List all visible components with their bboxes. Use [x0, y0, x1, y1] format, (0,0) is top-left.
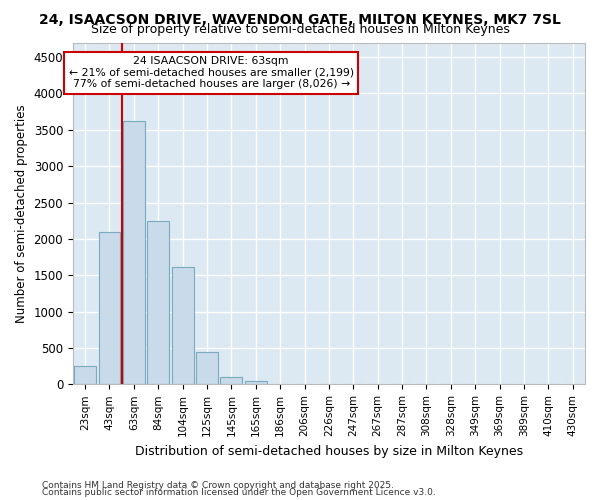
Bar	[147, 222, 169, 384]
Bar	[220, 377, 242, 384]
Bar	[74, 366, 96, 384]
Text: 24 ISAACSON DRIVE: 63sqm
← 21% of semi-detached houses are smaller (2,199)
77% o: 24 ISAACSON DRIVE: 63sqm ← 21% of semi-d…	[68, 56, 354, 90]
Text: Size of property relative to semi-detached houses in Milton Keynes: Size of property relative to semi-detach…	[91, 22, 509, 36]
Bar	[98, 232, 121, 384]
Bar	[196, 352, 218, 384]
Text: Contains HM Land Registry data © Crown copyright and database right 2025.: Contains HM Land Registry data © Crown c…	[42, 480, 394, 490]
Y-axis label: Number of semi-detached properties: Number of semi-detached properties	[15, 104, 28, 322]
X-axis label: Distribution of semi-detached houses by size in Milton Keynes: Distribution of semi-detached houses by …	[135, 444, 523, 458]
Bar	[245, 380, 267, 384]
Bar	[172, 266, 194, 384]
Text: 24, ISAACSON DRIVE, WAVENDON GATE, MILTON KEYNES, MK7 7SL: 24, ISAACSON DRIVE, WAVENDON GATE, MILTO…	[39, 12, 561, 26]
Bar	[123, 121, 145, 384]
Text: Contains public sector information licensed under the Open Government Licence v3: Contains public sector information licen…	[42, 488, 436, 497]
